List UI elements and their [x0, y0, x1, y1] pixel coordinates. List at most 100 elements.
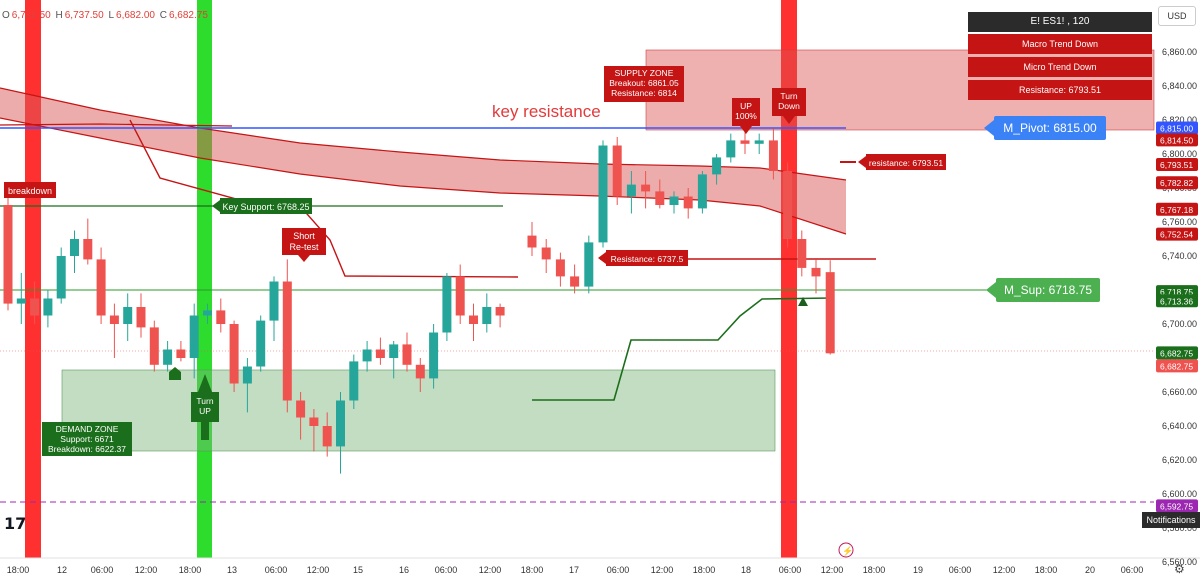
candle-body	[797, 239, 807, 268]
time-tick-label: 18:00	[1035, 565, 1058, 575]
price-tick-label: 6,560.00	[1162, 557, 1197, 567]
candle-body	[482, 307, 492, 324]
price-tick-label: 6,860.00	[1162, 47, 1197, 57]
time-tick-label: 06:00	[949, 565, 972, 575]
price-tick-label: 6,740.00	[1162, 251, 1197, 261]
candle-body	[296, 400, 306, 418]
price-label-box	[1156, 121, 1198, 135]
gear-icon[interactable]: ⚙	[1174, 562, 1185, 576]
candle-body	[189, 315, 199, 358]
candle-body	[555, 259, 565, 277]
demand-zone-text: DEMAND ZONE	[56, 424, 119, 434]
candle-body	[754, 140, 764, 144]
candle-body	[16, 298, 26, 304]
candle-body	[712, 157, 722, 175]
currency-button[interactable]: USD	[1158, 6, 1196, 26]
turn-down-text: Turn	[780, 91, 797, 101]
price-label-box	[1156, 202, 1198, 216]
low-value: 6,682.00	[116, 10, 155, 21]
time-tick-label: 18:00	[863, 565, 886, 575]
m-sup-text: M_Sup: 6718.75	[1004, 283, 1092, 297]
price-tick-label: 6,840.00	[1162, 81, 1197, 91]
candle-body	[269, 281, 279, 321]
info-panel: E! ES1! , 120 Macro Trend Down Micro Tre…	[968, 12, 1152, 103]
candle-body	[322, 426, 332, 447]
candle-body	[3, 205, 13, 304]
candle-body	[825, 272, 835, 354]
time-tick-label: 12:00	[479, 565, 502, 575]
short-retest-text: Short	[293, 231, 315, 241]
time-tick-label: 06:00	[607, 565, 630, 575]
demand-zone-text: Breakdown: 6622.37	[48, 444, 126, 454]
ma-upper-line	[0, 87, 847, 181]
candle-body	[612, 145, 622, 197]
time-tick-label: 06:00	[91, 565, 114, 575]
lightning-glyph: ⚡	[842, 545, 853, 557]
price-label-box	[1156, 158, 1198, 172]
candle-body	[626, 184, 636, 197]
candle-body	[123, 307, 133, 324]
candle-body	[455, 276, 465, 316]
pivot-marker	[169, 367, 181, 380]
resistance-6793-text: resistance: 6793.51	[869, 158, 943, 168]
time-tick-label: 12	[57, 565, 67, 575]
candle-body	[109, 315, 119, 324]
time-tick-label: 13	[227, 565, 237, 575]
supply-zone-text: SUPPLY ZONE	[615, 68, 674, 78]
time-tick-label: 06:00	[435, 565, 458, 575]
macro-trend-row: Macro Trend Down	[968, 34, 1152, 54]
time-tick-label: 18	[741, 565, 751, 575]
candle-body	[43, 298, 53, 316]
support-trail-line	[532, 297, 833, 401]
candle-body	[389, 344, 399, 358]
candle-body	[96, 259, 106, 316]
m-pivot-callout	[994, 116, 1106, 140]
candle-body	[726, 140, 736, 158]
breakdown-callout	[4, 182, 56, 198]
notifications-button[interactable]: Notifications	[1142, 512, 1200, 528]
close-value: 6,682.75	[168, 10, 208, 21]
tradingview-logo[interactable]: 17	[4, 514, 27, 533]
candle-body	[176, 349, 186, 358]
supply-zone-text: Resistance: 6814	[611, 88, 677, 98]
price-tick-label: 6,620.00	[1162, 455, 1197, 465]
price-label-text: 6,682.75	[1160, 348, 1193, 358]
price-label-text: 6,592.75	[1160, 501, 1193, 511]
m-sup-arrow	[986, 282, 996, 298]
candle-body	[584, 242, 594, 287]
price-label-text: 6,793.51	[1160, 160, 1193, 170]
candle-body	[495, 307, 505, 316]
low-label: L	[108, 10, 115, 21]
lightning-icon	[838, 542, 854, 558]
high-value: 6,737.50	[64, 10, 104, 21]
demand-zone-text: Support: 6671	[60, 434, 114, 444]
price-tick-label: 6,760.00	[1162, 217, 1197, 227]
price-label-box	[1156, 294, 1198, 308]
time-tick-label: 16	[399, 565, 409, 575]
demand-zone-box	[61, 369, 776, 452]
red-band	[781, 0, 797, 558]
time-tick-label: 18:00	[7, 565, 30, 575]
candle-body	[655, 191, 665, 205]
candle-body	[469, 315, 478, 324]
resistance-6737-arrow	[598, 252, 606, 264]
short-retest-text: Re-test	[289, 242, 319, 252]
turn-down-arrow	[783, 116, 795, 124]
key-resistance-label: key resistance	[492, 102, 601, 121]
time-tick-label: 19	[913, 565, 923, 575]
price-tick-label: 6,820.00	[1162, 115, 1197, 125]
candle-body	[282, 281, 292, 401]
price-label-box	[1156, 346, 1198, 360]
candle-body	[402, 344, 412, 365]
candle-body	[242, 366, 252, 384]
candle-body	[229, 324, 239, 384]
turn-up-callout	[191, 392, 219, 422]
candle-body	[203, 310, 212, 316]
m-sup-callout	[996, 278, 1100, 302]
candle-body	[768, 140, 778, 171]
demand-zone-callout	[42, 422, 132, 456]
resistance-6793-arrow	[858, 156, 866, 168]
candle-body	[669, 196, 679, 205]
candle-body	[136, 307, 146, 328]
